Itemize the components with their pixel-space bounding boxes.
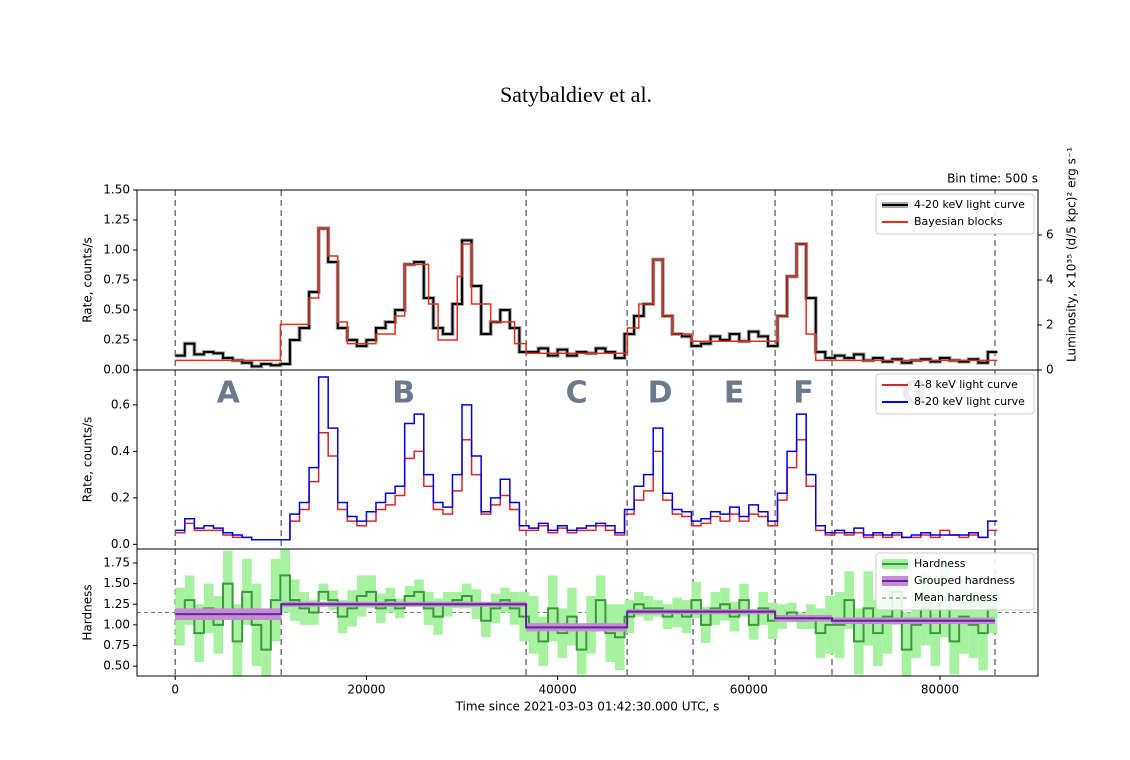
legend-box (875, 373, 1035, 415)
x-tick-label: 0 (171, 683, 179, 697)
y-tick-label: 0.4 (111, 444, 130, 458)
x-axis-label: Time since 2021-03-03 01:42:30.000 UTC, … (455, 700, 720, 714)
legend-label: Hardness (914, 557, 966, 570)
y-tick-label: 0.50 (103, 659, 130, 673)
x-tick-label: 40000 (539, 683, 577, 697)
y-tick-label: 0.6 (111, 397, 130, 411)
y-tick-label: 1.25 (103, 213, 130, 227)
segment-label: C (566, 376, 588, 411)
y-tick-label: 1.25 (103, 597, 130, 611)
y-tick-label: 0.0 (111, 537, 130, 551)
y2-tick-label: 6 (1046, 228, 1054, 242)
legend-label: 8-20 keV light curve (914, 395, 1025, 408)
legend-label: Grouped hardness (914, 574, 1015, 587)
x-tick-label: 20000 (347, 683, 385, 697)
y-tick-label: 1.00 (103, 617, 130, 631)
legend-label: Mean hardness (914, 591, 998, 604)
segment-label: F (793, 376, 814, 411)
legend-label: 4-20 keV light curve (914, 198, 1025, 211)
axes-frame (136, 548, 1039, 677)
step-line (175, 603, 995, 629)
error-band (280, 549, 290, 613)
y2-tick-label: 4 (1046, 273, 1054, 287)
y2-tick-label: 0 (1046, 363, 1054, 377)
error-band (261, 612, 271, 676)
page-title: Satybaldiev et al. (500, 82, 652, 107)
y-tick-label: 1.75 (103, 556, 130, 570)
legend-label: Bayesian blocks (914, 215, 1003, 228)
y-tick-label: 0.75 (103, 638, 130, 652)
segment-label: E (724, 376, 745, 411)
step-line (175, 227, 998, 368)
y-axis-label: Hardness (81, 584, 95, 640)
x-tick-label: 60000 (730, 683, 768, 697)
y-tick-label: 0.2 (111, 490, 130, 504)
y-tick-label: 1.00 (103, 243, 130, 257)
x-tick-label: 80000 (921, 683, 959, 697)
step-line (175, 376, 998, 541)
legend-box (875, 193, 1035, 235)
step-line (175, 432, 998, 541)
plot-area (174, 370, 998, 549)
y-tick-label: 0.75 (103, 273, 130, 287)
y-tick-label: 0.25 (103, 333, 130, 347)
y2-tick-label: 2 (1046, 318, 1054, 332)
y-axis-label: Rate, counts/s (81, 417, 95, 503)
bin-time: Bin time: 500 s (947, 172, 1038, 186)
step-line (175, 574, 998, 651)
error-band (232, 604, 243, 676)
y2-axis-label: Luminosity, ×10³⁵ (d/5 kpc)² erg s⁻¹ (1065, 147, 1079, 362)
y-tick-label: 0.00 (103, 363, 130, 377)
y-tick-label: 1.50 (103, 183, 130, 197)
segment-label: D (648, 376, 673, 411)
y-tick-label: 0.50 (103, 303, 130, 317)
rate-error (175, 226, 998, 369)
error-band (901, 612, 912, 676)
plot-area (174, 190, 998, 370)
step-line (175, 227, 998, 362)
legend-label: 4-8 keV light curve (914, 378, 1018, 391)
legend: 4-20 keV light curve Bayesian blocks (875, 193, 1035, 235)
y-tick-label: 1.50 (103, 576, 130, 590)
segment-label: A (217, 376, 241, 411)
legend: Hardness Grouped hardness Mean hardness (875, 552, 1035, 611)
y-axis-label: Rate, counts/s (81, 237, 95, 323)
legend: 4-8 keV light curve 8-20 keV light curve (875, 373, 1035, 415)
legend-box (875, 552, 1035, 611)
segment-label: B (392, 376, 415, 411)
